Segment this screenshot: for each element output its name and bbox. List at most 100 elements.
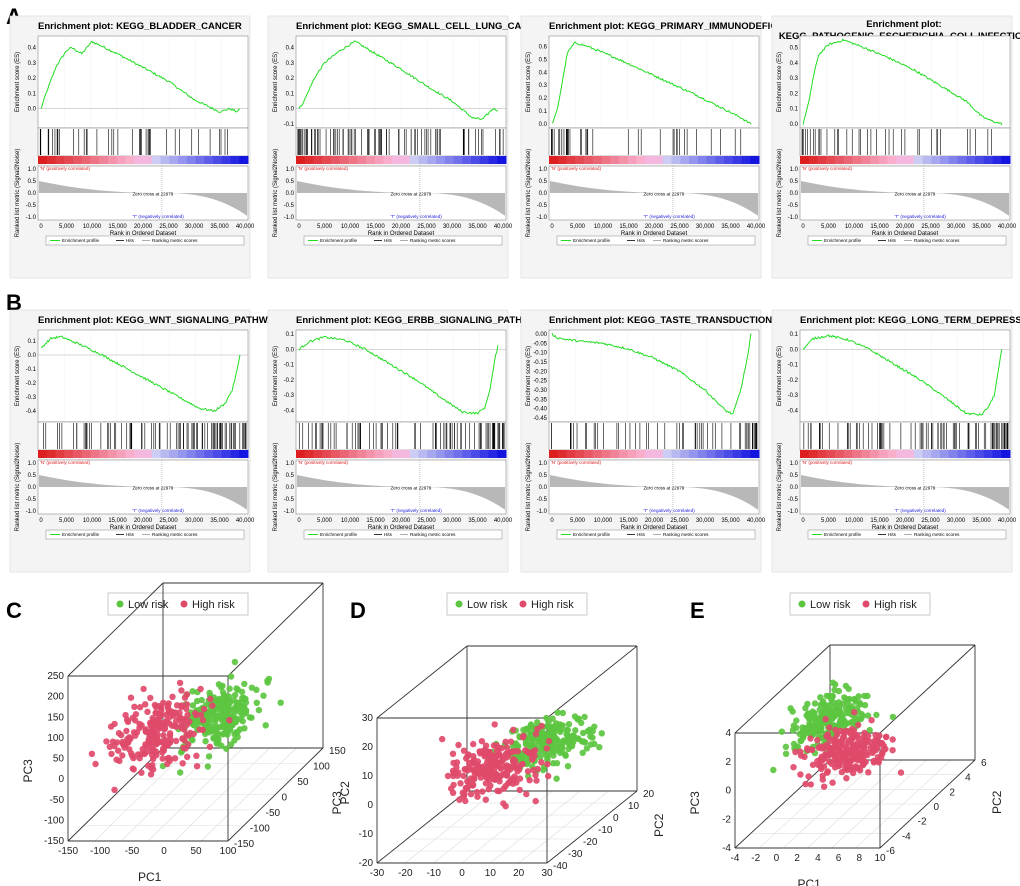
- es-y-tick: 0.0: [790, 347, 799, 353]
- high-risk-point: [166, 730, 174, 737]
- x-axis-label: Rank in Ordered Dataset: [872, 231, 939, 237]
- low-risk-point: [586, 726, 593, 733]
- heat-segment: [322, 450, 332, 458]
- x-tick: 50: [190, 846, 202, 857]
- low-risk-point: [219, 682, 226, 689]
- x-tick: 5,000: [317, 224, 333, 230]
- high-risk-point: [153, 740, 161, 747]
- z-axis-label: PC3: [688, 791, 702, 815]
- high-risk-point: [865, 769, 872, 776]
- box-edge: [227, 747, 324, 842]
- high-risk-point: [147, 694, 154, 702]
- x-tick: 20,000: [896, 518, 915, 524]
- z-tick: 30: [362, 713, 374, 724]
- heat-segment: [654, 156, 664, 164]
- metric-y-tick: -0.5: [537, 203, 548, 209]
- high-risk-point: [820, 783, 828, 790]
- high-risk-point: [828, 760, 835, 768]
- high-risk-point: [814, 737, 821, 744]
- high-risk-point: [115, 747, 122, 754]
- low-risk-point: [227, 673, 235, 680]
- high-risk-point: [450, 781, 457, 789]
- low-risk-point: [189, 702, 197, 709]
- high-risk-point: [138, 769, 145, 776]
- high-risk-point: [179, 760, 186, 767]
- low-risk-point: [213, 697, 221, 704]
- x-tick: 35,000: [721, 518, 740, 524]
- low-risk-point: [565, 721, 573, 728]
- high-risk-point: [532, 730, 540, 738]
- high-risk-point: [125, 739, 132, 746]
- heat-segment: [488, 450, 498, 458]
- high-risk-point: [519, 734, 527, 741]
- high-risk-point: [514, 768, 521, 775]
- low-risk-point: [177, 769, 184, 776]
- high-risk-point: [870, 741, 877, 748]
- heat-segment: [160, 450, 170, 458]
- metric-y-tick: -1.0: [788, 215, 799, 221]
- zero-cross-label: Zero cross at 22979: [391, 192, 432, 197]
- low-risk-point: [206, 689, 213, 697]
- low-risk-point: [789, 708, 796, 715]
- heat-segment: [878, 156, 888, 164]
- heat-segment: [896, 156, 906, 164]
- heat-segment: [870, 450, 880, 458]
- heat-segment: [143, 156, 153, 164]
- x-tick: 15,000: [870, 224, 889, 230]
- metric-area: [297, 181, 505, 216]
- es-y-tick: -0.3: [788, 393, 799, 399]
- es-y-tick: 0.3: [539, 83, 548, 89]
- legend-hits-label: Hits: [384, 532, 393, 537]
- y-tick: -30: [568, 849, 583, 860]
- es-y-tick: 0.3: [790, 76, 799, 82]
- negative-label: 'T' (negatively correlated): [644, 214, 696, 219]
- high-risk-point: [832, 735, 839, 742]
- x-tick: 0: [801, 518, 805, 524]
- hits-area: [37, 127, 249, 157]
- y-tick: -50: [266, 808, 281, 819]
- heat-segment: [619, 450, 629, 458]
- x-tick: 15,000: [619, 224, 638, 230]
- low-risk-point: [851, 696, 858, 704]
- heat-segment: [55, 450, 65, 458]
- high-risk-point: [534, 725, 541, 733]
- z-tick: 0: [58, 774, 64, 785]
- legend-es-label: Enrichment profile: [62, 238, 99, 243]
- pca-legend: [107, 592, 249, 616]
- legend-high-risk-dot: [180, 600, 188, 608]
- low-risk-point: [537, 748, 545, 755]
- low-risk-point: [866, 726, 873, 734]
- es-y-tick: 0.1: [28, 339, 37, 345]
- legend-es-label: Enrichment profile: [824, 532, 861, 537]
- high-risk-point: [823, 733, 830, 740]
- legend-low-risk-dot: [455, 600, 463, 608]
- es-y-tick: 0.2: [790, 91, 799, 97]
- metric-y-tick: 1.0: [790, 167, 799, 173]
- heat-segment: [610, 450, 620, 458]
- heat-segment: [835, 156, 845, 164]
- es-y-tick: -0.45: [533, 416, 547, 422]
- low-risk-point: [214, 703, 221, 711]
- x-tick: 5,000: [821, 518, 837, 524]
- heat-segment: [125, 156, 135, 164]
- heat-segment: [99, 156, 109, 164]
- legend-es-label: Enrichment profile: [320, 532, 357, 537]
- x-tick: -150: [58, 846, 78, 857]
- metric-area: [801, 475, 1009, 510]
- metric-y-tick: 1.0: [790, 461, 799, 467]
- low-risk-point: [807, 714, 814, 721]
- heat-segment: [800, 450, 810, 458]
- z-axis-label: PC3: [21, 759, 35, 783]
- heat-segment: [160, 156, 170, 164]
- gsea-title: Enrichment plot: KEGG_BLADDER_CANCER: [38, 21, 242, 32]
- metric-y-tick: -1.0: [537, 509, 548, 515]
- high-risk-point: [197, 711, 205, 718]
- high-risk-point: [192, 710, 199, 717]
- x-tick: 0: [801, 224, 805, 230]
- x-tick: 10,000: [83, 224, 102, 230]
- metric-area: [550, 475, 758, 510]
- low-risk-point: [225, 693, 233, 700]
- low-risk-point: [241, 680, 248, 688]
- negative-label: 'T' (negatively correlated): [133, 508, 185, 513]
- high-risk-point: [817, 762, 824, 770]
